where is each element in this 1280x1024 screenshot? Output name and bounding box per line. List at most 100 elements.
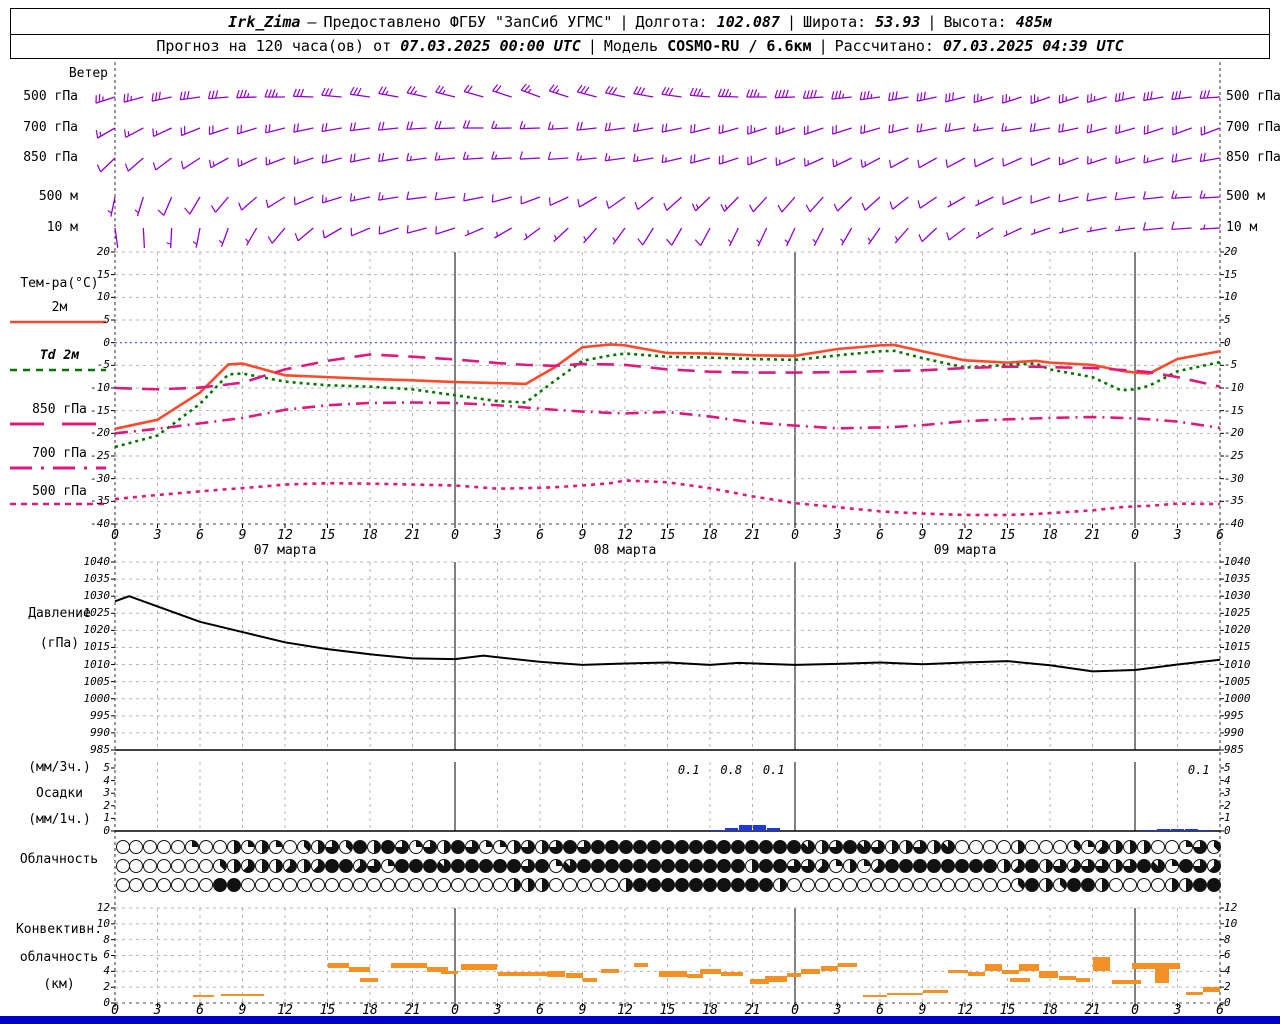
cloud-cover-symbol (171, 878, 186, 892)
pressure-ytick-left: 1020 (83, 623, 111, 637)
pressure-ytick-left: 995 (90, 708, 110, 722)
cloud-cover-symbol (283, 840, 298, 854)
hour-label-mid: 0 (791, 528, 799, 543)
hour-label-mid: 3 (153, 528, 162, 543)
cloud-cover-symbol (535, 859, 550, 873)
hour-label-bottom: 3 (1173, 1003, 1182, 1018)
hour-label-bottom: 9 (578, 1003, 587, 1018)
cloud-cover-symbol (423, 878, 438, 892)
cloud-cover-symbol (800, 840, 815, 854)
cloud-cover-symbol (716, 878, 731, 892)
cloud-cover-symbol (381, 840, 396, 854)
lon-value: 102.087 (716, 12, 780, 31)
convective-cloud-bar (547, 970, 566, 977)
cloud-cover-symbol (1052, 878, 1067, 892)
cloud-cover-symbol (1206, 878, 1221, 892)
cloud-cover-symbol (563, 878, 578, 892)
cloud-cover-symbol (199, 859, 214, 873)
cloud-panel-title: Облачность (19, 852, 99, 867)
hour-label-mid: 3 (493, 528, 502, 543)
legend-label-850: 850 гПа (32, 402, 87, 417)
precip-ytick-left: 5 (103, 761, 110, 774)
cloud-cover-symbol (870, 859, 885, 873)
hour-label-bottom: 0 (111, 1003, 119, 1018)
cloud-cover-symbol (1136, 859, 1151, 873)
cloud-cover-symbol (199, 878, 214, 892)
convective-cloud-bar (700, 968, 722, 975)
cloud-cover-symbol (884, 840, 899, 854)
hour-label-mid: 15 (999, 528, 1016, 543)
cloud-cover-symbol (898, 878, 913, 892)
cloud-cover-symbol (786, 859, 801, 873)
cloud-cover-symbol (814, 859, 829, 873)
cloud-cover-symbol (199, 840, 214, 854)
cloud-cover-symbol (1136, 840, 1151, 854)
hour-label-bottom: 12 (617, 1003, 633, 1018)
temp-ytick-left: -40 (90, 517, 110, 530)
cloud-cover-symbol (311, 878, 326, 892)
wind-level-label-right: 700 гПа (1226, 120, 1280, 135)
legend-line-2m (10, 320, 106, 324)
forecast-start: 07.03.2025 00:00 UTC (400, 36, 581, 55)
cloud-cover-symbol (1038, 878, 1053, 892)
pressure-ytick-left: 985 (90, 743, 110, 756)
cloud-cover-symbol (297, 859, 312, 873)
pressure-panel-title-2: (гПа) (39, 636, 80, 651)
cloud-cover-symbol (758, 878, 773, 892)
cloud-cover-symbol (1052, 840, 1067, 854)
cloud-cover-symbol (1024, 840, 1039, 854)
convective-cloud-bar (391, 962, 427, 969)
cloud-cover-symbol (325, 878, 340, 892)
cloud-cover-symbol (647, 840, 662, 854)
cloud-cover-symbol (171, 859, 186, 873)
convective-cloud-bar (984, 964, 1002, 971)
calc-label: Рассчитано: (834, 36, 934, 55)
convective-cloud-bar (1203, 987, 1220, 992)
cloud-cover-symbol (213, 859, 228, 873)
precip-bar (1156, 829, 1170, 831)
precip-bar (738, 825, 752, 831)
cloud-cover-symbol (968, 859, 983, 873)
cloud-cover-symbol (996, 878, 1011, 892)
cloud-cover-symbol (758, 840, 773, 854)
precip-sum-label: 0.1 (677, 763, 700, 777)
cloud-cover-symbol (339, 878, 354, 892)
temp-ytick-left: -5 (96, 358, 110, 372)
legend-label-2m: 2м (51, 300, 68, 315)
hour-label-bottom: 15 (319, 1003, 336, 1018)
lon-label: Долгота: (635, 12, 708, 31)
cloud-cover-symbol (1122, 840, 1137, 854)
cloud-cover-symbol (591, 840, 606, 854)
temp-ytick-left: -35 (90, 494, 110, 508)
cloud-cover-symbol (814, 878, 829, 892)
cloud-cover-symbol (758, 859, 773, 873)
precip-ytick-right: 3 (1224, 786, 1231, 800)
convective-cloud-bar (863, 995, 888, 997)
wind-level-label-left: 10 м (46, 220, 78, 235)
wind-level-label-left: 850 гПа (23, 150, 78, 165)
precip-ytick-left: 1 (103, 811, 110, 825)
precip-ytick-left: 2 (103, 798, 110, 812)
station-name: Irk_Zima (228, 12, 301, 31)
cloud-cover-symbol (255, 840, 270, 854)
cloud-cover-symbol (772, 878, 787, 892)
cloud-cover-symbol (465, 840, 480, 854)
cloud-cover-symbol (157, 878, 172, 892)
cloud-cover-symbol (633, 878, 648, 892)
cloud-cover-symbol (898, 859, 913, 873)
cloud-cover-symbol (661, 859, 675, 873)
cloud-cover-symbol (730, 878, 745, 892)
conv-ytick-right: 10 (1224, 916, 1238, 930)
cloud-cover-symbol (521, 878, 536, 892)
cloud-cover-symbol (744, 878, 759, 892)
cloud-cover-symbol (521, 840, 536, 854)
cloud-cover-symbol (982, 878, 997, 892)
cloud-cover-symbol (940, 859, 955, 873)
cloud-cover-symbol (1066, 859, 1081, 873)
temp-ytick-right: -20 (1224, 426, 1244, 440)
convective-cloud-bar (1112, 980, 1141, 984)
hour-label-bottom: 0 (1131, 1003, 1139, 1018)
hour-label-mid: 18 (702, 528, 718, 543)
cloud-cover-symbol (507, 859, 522, 873)
temp-ytick-left: 10 (96, 290, 110, 304)
